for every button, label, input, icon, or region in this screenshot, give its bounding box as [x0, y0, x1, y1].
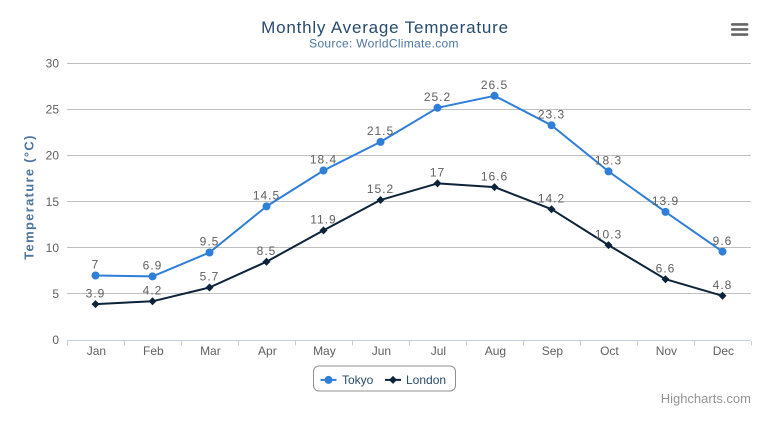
svg-text:Temperature (°C): Temperature (°C) — [22, 134, 37, 259]
svg-text:7: 7 — [92, 258, 100, 272]
svg-text:14.2: 14.2 — [538, 191, 565, 205]
svg-text:Oct: Oct — [600, 344, 619, 358]
svg-text:20: 20 — [46, 149, 60, 163]
svg-text:13.9: 13.9 — [652, 194, 679, 208]
svg-text:Tokyo: Tokyo — [342, 373, 374, 387]
svg-text:25.2: 25.2 — [424, 90, 451, 104]
svg-text:14.5: 14.5 — [253, 189, 280, 203]
svg-text:Nov: Nov — [656, 344, 677, 358]
svg-text:18.3: 18.3 — [595, 154, 622, 168]
svg-text:May: May — [313, 344, 336, 358]
svg-text:15: 15 — [46, 195, 60, 209]
svg-text:Jul: Jul — [431, 344, 446, 358]
svg-text:25: 25 — [46, 103, 60, 117]
svg-text:18.4: 18.4 — [310, 153, 337, 167]
svg-text:5.7: 5.7 — [200, 270, 220, 284]
svg-text:Mar: Mar — [200, 344, 221, 358]
svg-text:5: 5 — [52, 287, 59, 301]
svg-text:21.5: 21.5 — [367, 124, 394, 138]
svg-text:26.5: 26.5 — [481, 78, 508, 92]
svg-text:Apr: Apr — [258, 344, 277, 358]
svg-text:3.9: 3.9 — [86, 286, 106, 300]
svg-text:16.6: 16.6 — [481, 169, 508, 183]
svg-text:Jan: Jan — [87, 344, 106, 358]
svg-text:London: London — [406, 373, 446, 387]
svg-text:10.3: 10.3 — [595, 227, 622, 241]
svg-text:Highcharts.com: Highcharts.com — [661, 391, 751, 406]
svg-text:23.3: 23.3 — [538, 108, 565, 122]
svg-text:Sep: Sep — [542, 344, 564, 358]
svg-text:15.2: 15.2 — [367, 182, 394, 196]
svg-text:6.6: 6.6 — [656, 261, 676, 275]
svg-text:9.5: 9.5 — [200, 235, 220, 249]
svg-text:8.5: 8.5 — [257, 244, 277, 258]
svg-text:0: 0 — [52, 333, 59, 347]
svg-text:11.9: 11.9 — [310, 213, 336, 227]
svg-text:Feb: Feb — [143, 344, 164, 358]
svg-text:10: 10 — [46, 241, 60, 255]
svg-text:Jun: Jun — [372, 344, 391, 358]
svg-text:Monthly Average Temperature: Monthly Average Temperature — [261, 18, 509, 37]
svg-text:6.9: 6.9 — [143, 259, 163, 273]
svg-text:4.8: 4.8 — [713, 278, 733, 292]
svg-text:Source: WorldClimate.com: Source: WorldClimate.com — [309, 37, 459, 51]
svg-text:Aug: Aug — [485, 344, 506, 358]
svg-text:30: 30 — [46, 57, 60, 71]
svg-text:9.6: 9.6 — [713, 234, 733, 248]
svg-text:17: 17 — [430, 166, 445, 180]
svg-text:4.2: 4.2 — [143, 284, 163, 298]
svg-text:Dec: Dec — [713, 344, 734, 358]
